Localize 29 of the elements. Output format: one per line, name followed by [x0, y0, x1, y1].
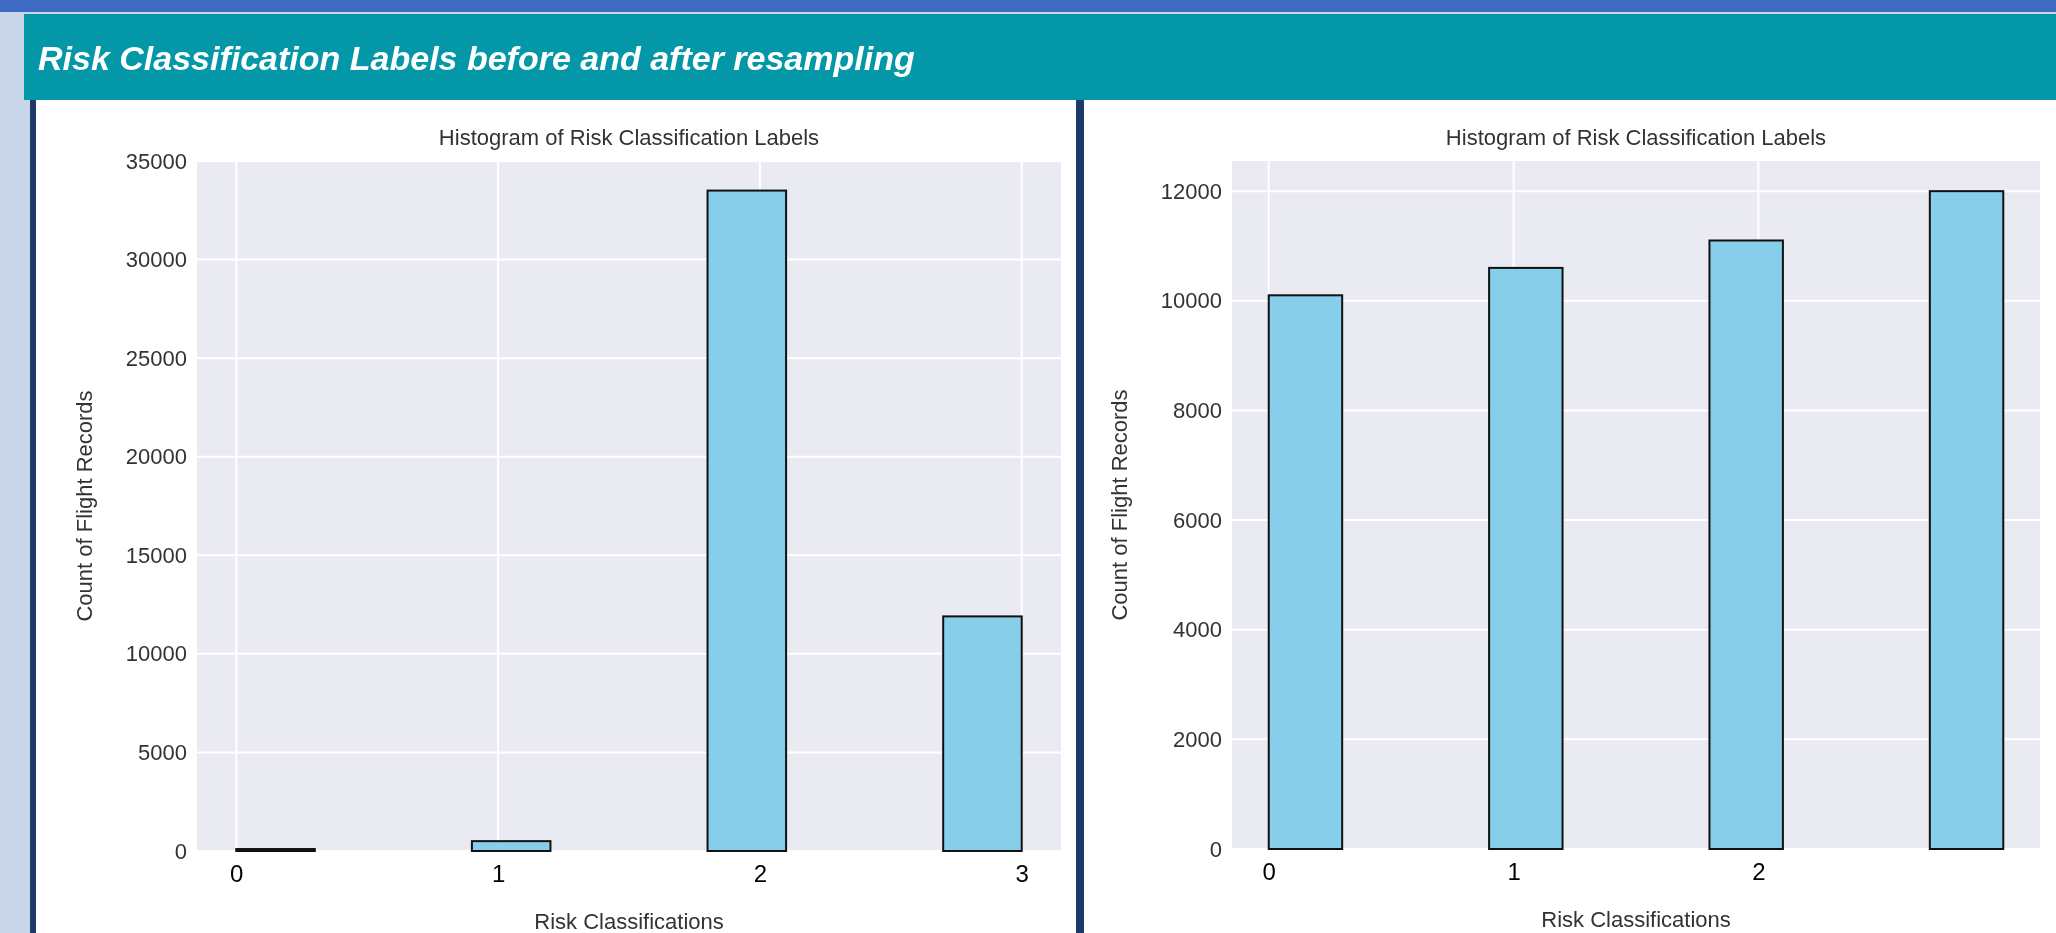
- y-tick-label: 10000: [125, 641, 187, 667]
- x-tick-label: 0: [1262, 858, 1276, 886]
- y-tick-label: 2000: [1173, 726, 1222, 752]
- y-axis-title: Count of Flight Records: [72, 390, 97, 622]
- y-tick-label: 20000: [125, 444, 187, 470]
- y-tick-label: 0: [1209, 836, 1222, 862]
- x-tick-label: 1: [1507, 858, 1521, 886]
- x-axis-title: Risk Classifications: [1541, 907, 1731, 932]
- x-tick-label: 3: [1015, 860, 1029, 888]
- y-tick-label: 0: [174, 838, 187, 864]
- x-tick-label: 1: [491, 860, 506, 888]
- y-tick-label: 5000: [138, 739, 187, 765]
- y-tick-label: 10000: [1160, 288, 1222, 314]
- y-axis-title: Count of Flight Records: [1107, 389, 1132, 621]
- y-tick-label: 8000: [1173, 397, 1222, 423]
- y-tick-label: 12000: [1160, 178, 1222, 204]
- y-tick-label: 15000: [125, 542, 187, 568]
- y-tick-label: 4000: [1173, 617, 1222, 643]
- x-tick-label: 0: [230, 860, 244, 888]
- x-tick-label: 2: [753, 860, 768, 888]
- text: Risk Classification Labels before and after resampling: [38, 39, 915, 77]
- x-tick-label: 2: [1752, 858, 1766, 886]
- y-tick-label: 6000: [1173, 507, 1222, 533]
- y-tick-label: 30000: [125, 247, 187, 273]
- y-tick-label: 35000: [125, 148, 187, 174]
- chart-title: Histogram of Risk Classification Labels: [1445, 125, 1827, 150]
- chart-title: Histogram of Risk Classification Labels: [438, 125, 820, 150]
- x-axis-title: Risk Classifications: [534, 909, 724, 933]
- y-tick-label: 25000: [125, 345, 187, 371]
